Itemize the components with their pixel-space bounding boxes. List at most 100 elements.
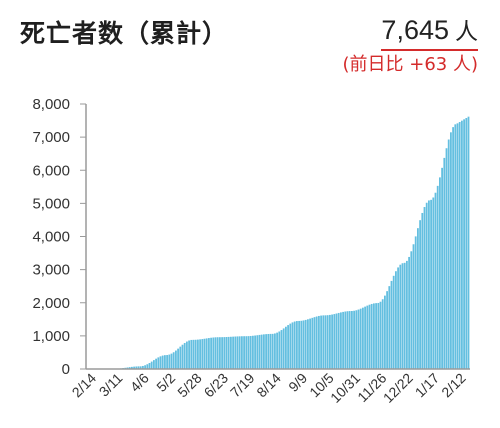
bar — [131, 366, 133, 369]
bar — [293, 321, 296, 369]
bar — [322, 315, 325, 369]
bar — [227, 336, 230, 369]
y-tick-label: 5,000 — [32, 195, 70, 212]
bar — [419, 220, 421, 369]
bar — [384, 295, 386, 369]
bar — [146, 364, 149, 369]
bars — [115, 116, 470, 369]
x-tick-label: 3/11 — [96, 370, 126, 400]
y-tick-label: 0 — [62, 361, 70, 378]
bar — [170, 353, 173, 369]
bar — [458, 122, 461, 369]
bar — [199, 339, 201, 369]
bar — [197, 339, 199, 369]
bar — [432, 197, 435, 369]
bar — [465, 118, 468, 369]
bar — [370, 303, 373, 369]
bar — [417, 228, 419, 369]
x-tick-label: 5/28 — [174, 370, 205, 401]
bar — [164, 355, 166, 369]
bar — [463, 119, 465, 369]
bar — [219, 337, 221, 369]
bar — [375, 303, 377, 369]
bar — [159, 356, 162, 369]
bar — [142, 365, 144, 369]
bar — [439, 177, 441, 369]
x-tick-label: 7/19 — [227, 370, 258, 401]
bar — [139, 366, 142, 369]
bar — [421, 212, 424, 369]
x-tick-label: 5/2 — [153, 370, 178, 395]
bar — [397, 267, 399, 369]
x-tick-label: 12/22 — [380, 370, 416, 406]
bar — [436, 185, 439, 369]
x-tick-label: 4/6 — [127, 370, 152, 395]
bar — [252, 335, 254, 369]
x-tick-label: 2/12 — [438, 370, 469, 401]
bar — [410, 251, 413, 369]
bar — [412, 244, 415, 369]
chart-title: 死亡者数（累計） — [20, 19, 229, 48]
bar — [243, 336, 245, 369]
bar — [300, 320, 303, 369]
x-tick-label: 6/23 — [201, 370, 232, 401]
y-tick-label: 6,000 — [32, 162, 70, 179]
bar — [399, 264, 402, 369]
bar — [271, 333, 274, 369]
bar — [298, 320, 300, 369]
bar — [344, 311, 347, 369]
bar — [309, 318, 311, 369]
bar — [128, 367, 131, 369]
y-axis-labels: 0 1,000 2,000 3,000 4,000 5,000 6,000 7,000 8,00… — [32, 96, 70, 378]
bar — [348, 311, 351, 369]
bar — [296, 321, 298, 369]
x-tick-label: 9/9 — [285, 370, 310, 395]
bar — [212, 337, 215, 369]
bar — [205, 338, 208, 369]
y-tick-label: 2,000 — [32, 295, 70, 312]
bar — [443, 157, 446, 369]
bar — [260, 334, 263, 369]
bar — [445, 148, 448, 369]
bar — [274, 333, 276, 369]
bar — [241, 336, 243, 369]
bar — [315, 316, 318, 369]
bar — [346, 311, 349, 369]
bar — [386, 291, 388, 369]
bar — [452, 127, 454, 369]
bar — [441, 167, 443, 369]
bar — [155, 358, 157, 369]
y-tick-label: 7,000 — [32, 129, 70, 146]
bar — [267, 333, 270, 369]
bar — [161, 355, 164, 369]
bar — [234, 336, 237, 369]
bar — [153, 360, 155, 369]
bar — [216, 337, 219, 369]
total-count-value: 7,645 — [381, 15, 449, 45]
total-count: 7,645 人 — [381, 12, 478, 51]
bar — [223, 337, 226, 369]
bar — [373, 303, 375, 369]
bar — [280, 330, 283, 369]
bar — [172, 352, 175, 369]
bar — [263, 334, 265, 369]
bar — [289, 323, 292, 369]
header: 死亡者数（累計） 7,645 人 (前日比 +63 人) — [0, 0, 500, 84]
bar — [381, 299, 384, 369]
bar — [179, 346, 182, 369]
bar — [377, 302, 380, 369]
bar — [353, 310, 355, 369]
bar — [236, 336, 239, 369]
bar — [258, 334, 261, 369]
y-tick-label: 3,000 — [32, 262, 70, 279]
y-tick-label: 8,000 — [32, 96, 70, 113]
bar — [203, 338, 206, 369]
total-count-unit: 人 — [455, 18, 478, 44]
bar — [221, 337, 223, 369]
bar — [175, 350, 177, 369]
bar — [351, 311, 353, 369]
bar — [467, 116, 470, 369]
bar — [333, 314, 336, 369]
bar — [249, 335, 252, 369]
bar — [403, 262, 406, 369]
